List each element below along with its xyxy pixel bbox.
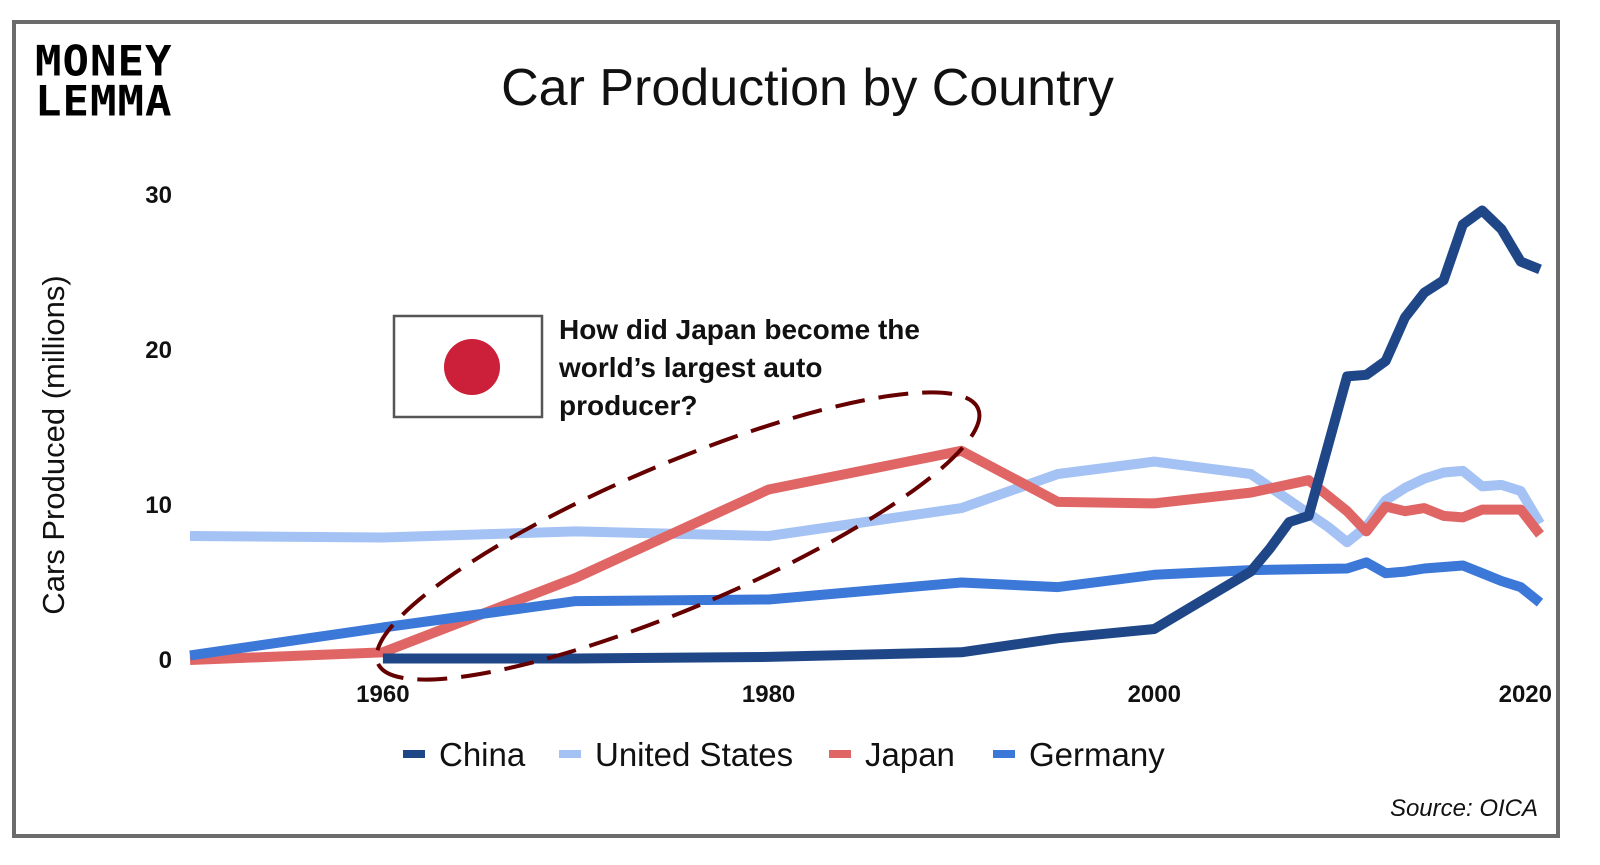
y-axis-label: Cars Produced (millions) [36, 275, 71, 614]
legend-swatch [993, 750, 1015, 758]
series-line-germany [189, 557, 1544, 661]
x-tick-label: 2000 [1128, 681, 1181, 708]
series-line-japan [189, 445, 1544, 665]
legend-item-germany: Germany [993, 736, 1165, 773]
flag-sun-icon [444, 339, 500, 395]
y-tick-label: 10 [145, 492, 172, 519]
y-tick-label: 30 [145, 182, 172, 209]
legend-label: China [439, 736, 526, 773]
logo: MONEY LEMMA [35, 37, 173, 126]
legend-swatch [829, 750, 851, 758]
legend-label: Germany [1029, 736, 1165, 773]
series-line-china [382, 205, 1542, 664]
legend-swatch [559, 750, 581, 758]
x-tick-label: 2020 [1499, 681, 1552, 708]
x-tick-label: 1980 [742, 681, 795, 708]
logo-line-2: LEMMA [35, 77, 173, 126]
axis-layer: 0 10 20 30 1960 1980 2000 2020 [145, 182, 1552, 708]
series-layer [189, 205, 1545, 665]
annotation-layer: How did Japan become the world’s largest… [374, 314, 982, 682]
chart-frame [12, 20, 1560, 838]
y-tick-label: 20 [145, 337, 172, 364]
y-tick-label: 0 [159, 647, 172, 674]
legend-item-china: China [403, 736, 526, 773]
x-tick-label: 1960 [356, 681, 409, 708]
chart-title: Car Production by Country [501, 59, 1114, 117]
legend-label: Japan [865, 736, 955, 773]
callout-line-3: producer? [559, 390, 697, 421]
source-note: Source: OICA [1389, 795, 1538, 822]
legend-item-united-states: United States [559, 736, 793, 773]
logo-line-1: MONEY [35, 37, 173, 86]
series-line-united-states [189, 456, 1545, 548]
legend-label: United States [595, 736, 793, 773]
highlight-ellipse [374, 390, 982, 682]
legend-item-japan: Japan [829, 736, 955, 773]
callout-line-2: world’s largest auto [558, 352, 822, 383]
legend: China United States Japan Germany [403, 736, 1165, 773]
legend-swatch [403, 750, 425, 758]
callout-line-1: How did Japan become the [559, 314, 920, 345]
